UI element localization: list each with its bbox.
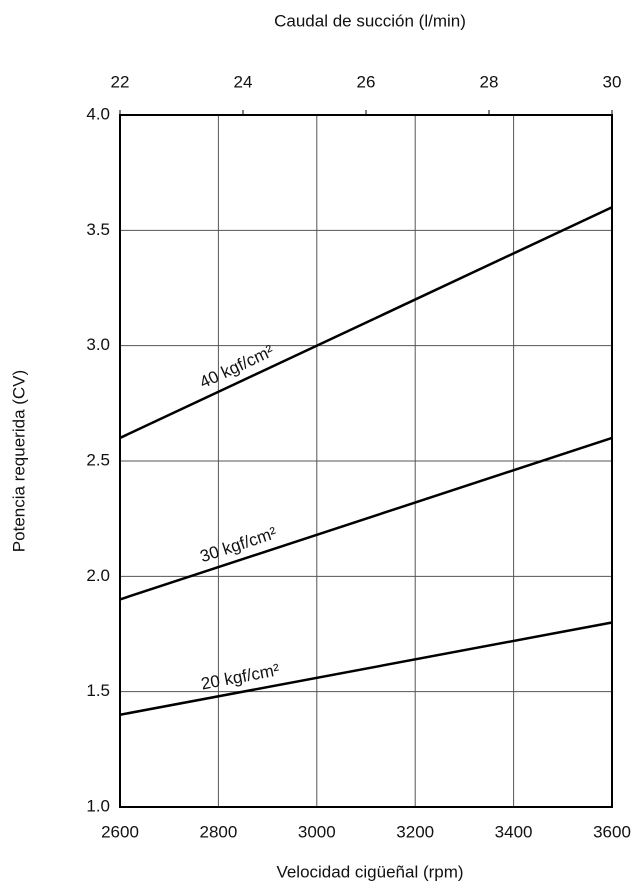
- x-tick-label: 3400: [495, 822, 533, 841]
- x-tick-label: 3200: [396, 822, 434, 841]
- x-tick-label: 2600: [101, 822, 139, 841]
- x-tick-label: 2800: [199, 822, 237, 841]
- x-tick-label: 3600: [593, 822, 631, 841]
- y-tick-label: 2.0: [86, 566, 110, 585]
- plot-frame: [119, 114, 613, 808]
- x2-tick-label: 26: [357, 72, 376, 91]
- x2-tick-label: 24: [234, 72, 253, 91]
- x2-tick-label: 28: [480, 72, 499, 91]
- y-tick-label: 2.5: [86, 450, 110, 469]
- y-tick-label: 4.0: [86, 104, 110, 123]
- series-line: [119, 621, 613, 716]
- x-axis-title: Velocidad cigüeñal (rpm): [276, 862, 463, 881]
- x2-tick-label: 22: [111, 72, 130, 91]
- series-line: [119, 206, 613, 440]
- x-tick-label: 3000: [298, 822, 336, 841]
- y-tick-label: 1.5: [86, 681, 110, 700]
- series-label: 20 kgf/cm²: [199, 660, 281, 693]
- y-axis-title: Potencia requerida (CV): [9, 370, 28, 552]
- y-tick-label: 3.5: [86, 220, 110, 239]
- series-line: [119, 436, 613, 601]
- x2-axis-title: Caudal de succión (l/min): [274, 11, 466, 30]
- y-tick-label: 1.0: [86, 796, 110, 815]
- x2-tick-label: 30: [603, 72, 622, 91]
- y-tick-label: 3.0: [86, 335, 110, 354]
